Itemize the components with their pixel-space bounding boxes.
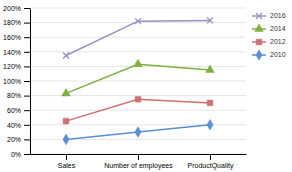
marks [62,17,215,144]
series-marker [135,127,141,138]
series-marker [207,100,213,106]
legend-marker [256,50,262,61]
x-tick: Sales [58,154,76,169]
y-tick-mark [24,139,30,140]
series [63,96,213,124]
series-marker [134,59,143,66]
y-tick: 160% [3,34,30,41]
series [62,59,215,96]
legend-item: 2016 [252,12,286,19]
series-line [66,64,210,93]
legend-marker [256,13,262,19]
y-tick: 20% [7,136,30,143]
series [63,120,213,145]
y-tick: 60% [7,107,30,114]
y-tick-label: 0% [11,151,21,158]
grid-line [30,8,246,9]
legend-label: 2010 [270,51,286,58]
y-tick-mark [24,81,30,82]
y-tick-mark [24,52,30,53]
series-marker [206,65,215,72]
series-marker [135,18,141,24]
series-marker [135,96,141,102]
series-line [66,20,210,55]
legend-label: 2016 [270,12,286,19]
legend-label: 2014 [270,25,286,32]
legend-label: 2012 [270,38,286,45]
y-axis-line [30,9,31,155]
grid-line [30,22,246,23]
y-tick-label: 120% [3,63,21,70]
series-marker [63,118,69,124]
grid-line [30,81,246,82]
legend-marker [255,24,264,31]
y-tick-label: 180% [3,19,21,26]
y-tick: 120% [3,63,30,70]
grid-line [30,37,246,38]
y-axis: 0% 20% 40% 60% 80% 100% 120% 140% 160% 180% 200% [3,5,30,158]
legend-marker [256,39,262,45]
y-tick-label: 100% [3,78,21,85]
y-tick-label: 160% [3,34,21,41]
grid-line [30,51,246,52]
y-tick-mark [24,125,30,126]
y-tick-mark [24,66,30,67]
y-tick: 0% [11,151,30,158]
y-tick-mark [24,37,30,38]
y-tick-mark [24,154,30,155]
series-line [66,99,210,121]
y-tick: 140% [3,49,30,56]
grid-line [30,110,246,111]
x-tick-mark [138,154,139,160]
y-tick-mark [24,110,30,111]
y-tick-mark [24,23,30,24]
chart: 0% 20% 40% 60% 80% 100% 120% 140% 160% 180% 200% Sa… [0,0,292,172]
series-marker [63,134,69,145]
series-marker [63,52,69,58]
x-tick-mark [210,154,211,160]
series-marker [207,120,213,131]
series-line [66,125,210,140]
series-marker [62,88,71,95]
y-tick-label: 60% [7,107,21,114]
y-tick: 80% [7,92,30,99]
y-tick-mark [24,8,30,9]
x-tick-mark [66,154,67,160]
y-tick: 40% [7,122,30,129]
x-tick-label: Number of employees [104,162,173,170]
y-tick-label: 20% [7,136,21,143]
y-tick-label: 140% [3,49,21,56]
y-tick-label: 200% [3,5,21,12]
y-tick-mark [24,96,30,97]
x-tick-label: ProductQuality [188,162,234,170]
y-tick: 100% [3,78,30,85]
legend-item: 2014 [252,24,286,32]
grid-line [30,124,246,125]
y-tick-label: 80% [7,92,21,99]
series [63,17,213,58]
y-tick: 200% [3,5,30,12]
legend-item: 2010 [252,50,286,61]
x-tick: ProductQuality [188,154,234,170]
series-marker [207,17,213,23]
grid [30,8,246,154]
legend: 2016 2014 2012 2010 [252,12,286,60]
y-tick-label: 40% [7,122,21,129]
x-axis: Sales Number of employees ProductQuality [31,154,247,170]
grid-line [30,139,246,140]
x-tick: Number of employees [104,154,173,170]
plot: 0% 20% 40% 60% 80% 100% 120% 140% 160% 180% 200% Sa… [3,5,246,170]
legend-item: 2012 [252,38,286,45]
y-tick: 180% [3,19,30,26]
x-tick-label: Sales [58,162,76,169]
